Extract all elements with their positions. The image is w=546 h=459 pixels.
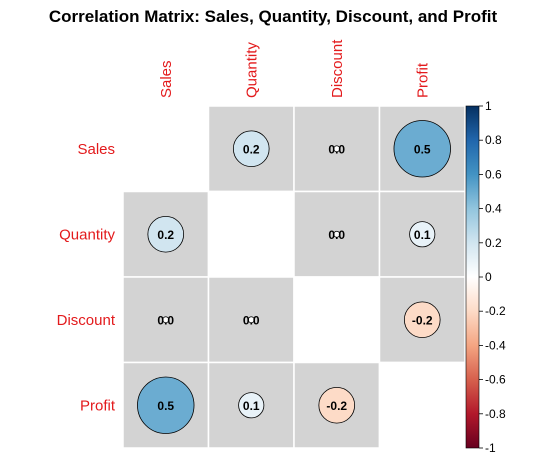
cell-discount-sales: 0.0 [122, 276, 210, 364]
cell-background [293, 276, 381, 364]
cell-background [207, 190, 295, 278]
colorbar-tick-label: 0.6 [485, 167, 502, 181]
colorbar: 1 0.8 0.6 0.4 0.2 0 -0.2 -0.4 -0.6 -0.8 -1 [465, 99, 506, 455]
cell-discount-profit: -0.2 [378, 276, 466, 364]
cell-discount-quantity: 0.0 [207, 276, 295, 364]
column-label-sales: Sales [158, 60, 175, 98]
correlation-circle [333, 145, 341, 153]
correlation-value: 0.0 [243, 313, 260, 327]
correlation-circle [333, 230, 341, 238]
cell-profit-quantity: 0.1 [207, 361, 295, 449]
correlation-value: 0.1 [414, 228, 431, 242]
correlation-value: 0.5 [157, 399, 174, 413]
chart-title: Correlation Matrix: Sales, Quantity, Dis… [49, 7, 498, 26]
colorbar-tick-label: -0.2 [485, 304, 506, 318]
correlation-value: 0.2 [243, 142, 260, 156]
correlation-circle [318, 386, 356, 424]
correlation-value: 0.1 [243, 399, 260, 413]
correlation-value: 0.0 [328, 142, 345, 156]
cell-background [122, 105, 210, 193]
colorbar-tick-label: -0.6 [485, 373, 506, 387]
correlation-circle [238, 392, 265, 419]
cell-discount-discount [293, 276, 381, 364]
colorbar-tick-label: 0.8 [485, 133, 502, 147]
cell-quantity-quantity [207, 190, 295, 278]
cell-sales-sales [122, 105, 210, 193]
cell-profit-profit [378, 361, 466, 449]
cell-sales-quantity: 0.2 [207, 105, 295, 193]
correlation-value: 0.5 [414, 142, 431, 156]
colorbar-tick-label: 0 [485, 270, 492, 284]
correlation-value: 0.0 [157, 313, 174, 327]
colorbar-tick-label: 0.4 [485, 202, 502, 216]
colorbar-tick-label: -0.8 [485, 407, 506, 421]
row-label-discount: Discount [57, 312, 116, 329]
correlation-circle [247, 316, 255, 324]
correlation-circle [137, 376, 195, 434]
colorbar-tick-label: -0.4 [485, 338, 506, 352]
correlation-circle [403, 301, 441, 339]
cell-sales-profit: 0.5 [378, 105, 466, 193]
cell-sales-discount: 0.0 [293, 105, 381, 193]
correlation-value: -0.2 [412, 313, 433, 327]
correlation-value: 0.0 [328, 228, 345, 242]
row-label-sales: Sales [77, 141, 115, 158]
colorbar-tick-label: 1 [485, 99, 492, 113]
column-labels: Sales Quantity Discount Profit [158, 39, 432, 98]
colorbar-tick-label: -1 [485, 441, 496, 455]
cell-quantity-profit: 0.1 [378, 190, 466, 278]
cell-quantity-discount: 0.0 [293, 190, 381, 278]
column-label-discount: Discount [329, 39, 346, 98]
cell-background [378, 361, 466, 449]
correlation-circle [232, 130, 270, 168]
cell-quantity-sales: 0.2 [122, 190, 210, 278]
colorbar-tick-label: 0.2 [485, 236, 502, 250]
row-label-quantity: Quantity [59, 226, 115, 243]
matrix-cells: 0.2 0.0 0.5 0.2 0.0 0.1 0.0 0.0 -0.2 0.5 0.1 -0.2 [122, 105, 466, 449]
correlation-circle [147, 215, 185, 253]
row-labels: Sales Quantity Discount Profit [57, 141, 116, 415]
column-label-quantity: Quantity [243, 42, 260, 98]
cell-profit-discount: -0.2 [293, 361, 381, 449]
cell-profit-sales: 0.5 [122, 361, 210, 449]
column-label-profit: Profit [414, 62, 431, 98]
correlation-value: 0.2 [157, 228, 174, 242]
correlation-circle [409, 221, 436, 248]
row-label-profit: Profit [80, 397, 116, 414]
correlation-circle [162, 316, 170, 324]
correlation-circle [393, 120, 451, 178]
correlation-value: -0.2 [326, 399, 347, 413]
colorbar-gradient [465, 105, 480, 449]
